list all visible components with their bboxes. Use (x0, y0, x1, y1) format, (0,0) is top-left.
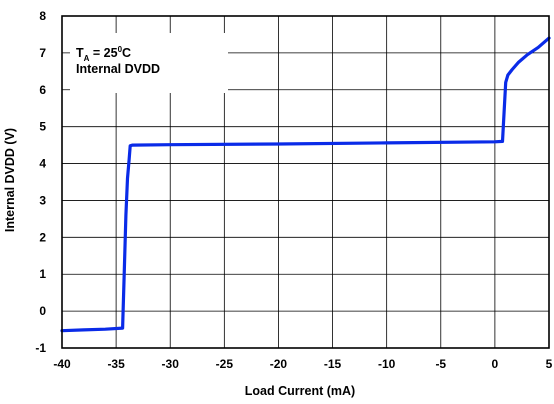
y-tick-label: 4 (39, 157, 46, 171)
y-tick-label: 2 (39, 230, 46, 244)
annotation-line2: Internal DVDD (76, 62, 160, 76)
annotation-superscript: 0 (118, 45, 123, 54)
x-tick-label: -5 (435, 357, 446, 371)
annotation-temperature: TA = 250C (76, 45, 131, 63)
plot-frame (61, 15, 550, 349)
y-tick-label: 5 (39, 120, 46, 134)
x-tick-label: -15 (324, 357, 342, 371)
x-tick-label: -20 (270, 357, 288, 371)
x-tick-label: -10 (378, 357, 396, 371)
x-tick-label: 0 (492, 357, 499, 371)
x-tick-label: -30 (162, 357, 180, 371)
x-tick-label: -25 (216, 357, 234, 371)
annotation-unit: C (122, 46, 131, 60)
y-tick-label: 1 (39, 267, 46, 281)
y-tick-label: -1 (35, 341, 46, 355)
annotation-equals: = 25 (89, 46, 117, 60)
x-tick-label: -40 (53, 357, 71, 371)
annotation-subscript: A (84, 54, 90, 63)
x-tick-label: 5 (546, 357, 553, 371)
x-tick-label: -35 (107, 357, 125, 371)
y-tick-label: 6 (39, 83, 46, 97)
series-line (60, 36, 551, 333)
annotation-background (70, 33, 228, 93)
annotation-box: TA = 250C Internal DVDD (70, 33, 228, 93)
plot-area (60, 36, 551, 333)
y-tick-label: 3 (39, 193, 46, 207)
y-axis-label: Internal DVDD (V) (3, 128, 17, 232)
y-tick-label: 8 (39, 9, 46, 23)
x-axis-label: Load Current (mA) (245, 384, 355, 398)
y-tick-label: 0 (39, 304, 46, 318)
annotation-t: T (76, 46, 84, 60)
y-tick-label: 7 (39, 46, 46, 60)
